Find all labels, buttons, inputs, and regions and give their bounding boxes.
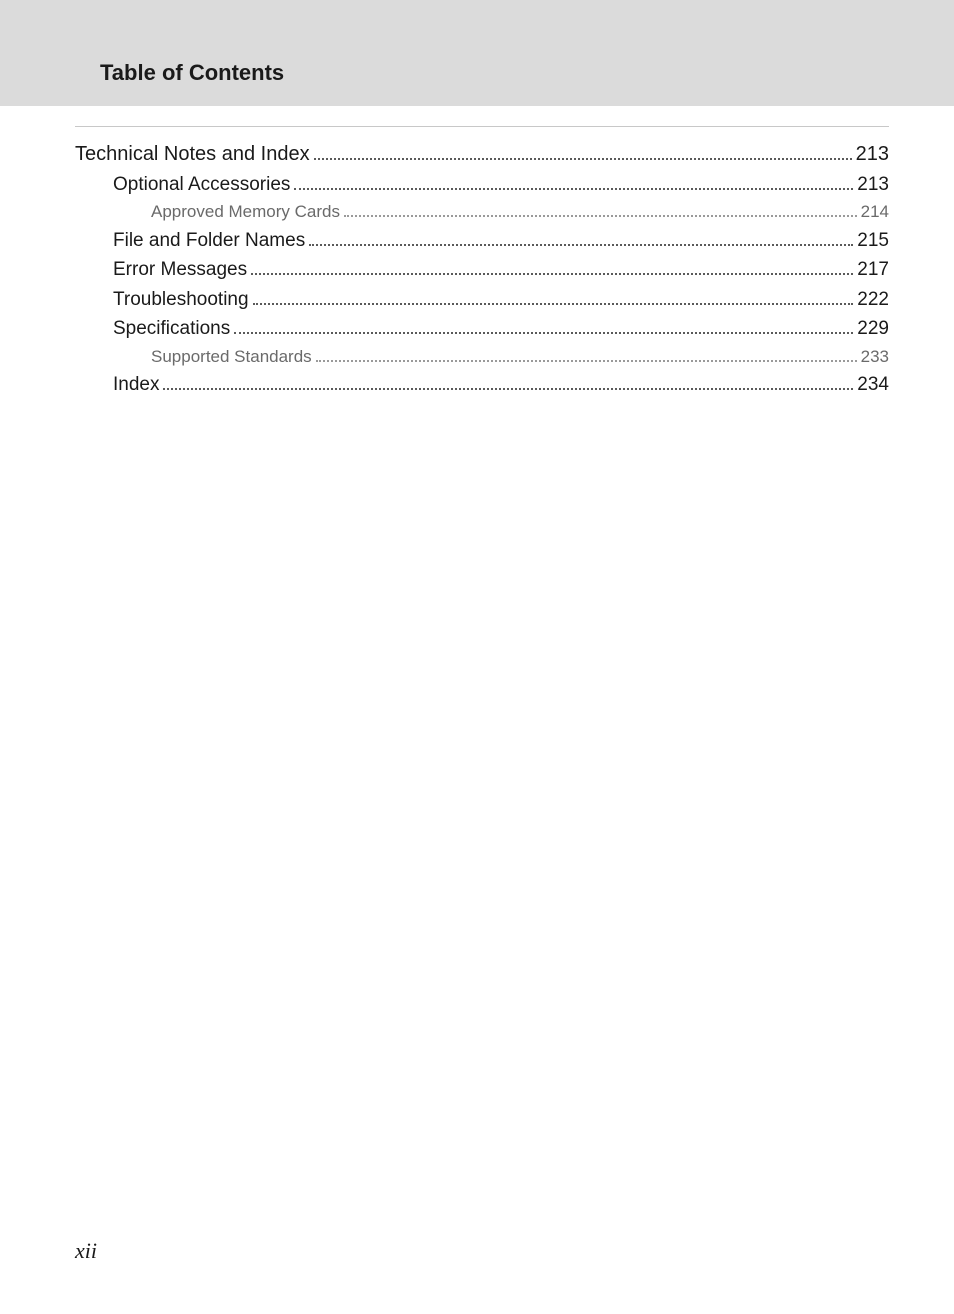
toc-entry-page: 213 [857, 170, 889, 199]
toc-entry-label: Optional Accessories [113, 170, 290, 199]
toc-entry-page: 222 [857, 285, 889, 314]
toc-container: Technical Notes and Index213Optional Acc… [0, 106, 954, 399]
toc-entry-page: 233 [861, 344, 889, 370]
toc-leader-dots [234, 319, 853, 334]
toc-entry[interactable]: Technical Notes and Index 213 [75, 139, 889, 170]
toc-leader-dots [251, 260, 853, 275]
toc-leader-dots [309, 231, 853, 246]
toc-entry-label: Approved Memory Cards [151, 199, 340, 225]
toc-entry-label: File and Folder Names [113, 226, 305, 255]
toc-leader-dots [316, 348, 857, 362]
toc-entry-label: Specifications [113, 314, 230, 343]
toc-leader-dots [314, 144, 852, 160]
toc-leader-dots [294, 175, 853, 190]
toc-entry[interactable]: Supported Standards 233 [75, 344, 889, 370]
toc-entry-label: Error Messages [113, 255, 247, 284]
toc-entry-page: 215 [857, 226, 889, 255]
table-of-contents: Technical Notes and Index213Optional Acc… [75, 126, 889, 399]
toc-entry[interactable]: Specifications 229 [75, 314, 889, 343]
toc-leader-dots [253, 289, 854, 304]
toc-entry-label: Index [113, 370, 159, 399]
toc-leader-dots [163, 375, 853, 390]
toc-entry[interactable]: Optional Accessories 213 [75, 170, 889, 199]
page-number: xii [75, 1238, 97, 1264]
toc-entry-page: 214 [861, 199, 889, 225]
toc-entry[interactable]: Approved Memory Cards 214 [75, 199, 889, 225]
toc-entry-label: Technical Notes and Index [75, 139, 310, 170]
toc-entry-page: 213 [856, 139, 889, 170]
toc-entry[interactable]: Troubleshooting 222 [75, 285, 889, 314]
toc-entry-page: 229 [857, 314, 889, 343]
toc-entry-page: 234 [857, 370, 889, 399]
toc-entry[interactable]: Index 234 [75, 370, 889, 399]
page-title: Table of Contents [100, 60, 954, 86]
toc-leader-dots [344, 204, 857, 218]
header-bar: Table of Contents [0, 0, 954, 106]
toc-entry-label: Supported Standards [151, 344, 312, 370]
toc-entry-page: 217 [857, 255, 889, 284]
toc-entry[interactable]: Error Messages 217 [75, 255, 889, 284]
toc-entry[interactable]: File and Folder Names 215 [75, 226, 889, 255]
toc-entry-label: Troubleshooting [113, 285, 249, 314]
